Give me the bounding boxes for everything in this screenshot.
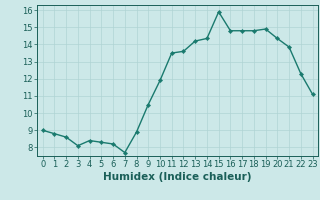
X-axis label: Humidex (Indice chaleur): Humidex (Indice chaleur): [103, 172, 252, 182]
